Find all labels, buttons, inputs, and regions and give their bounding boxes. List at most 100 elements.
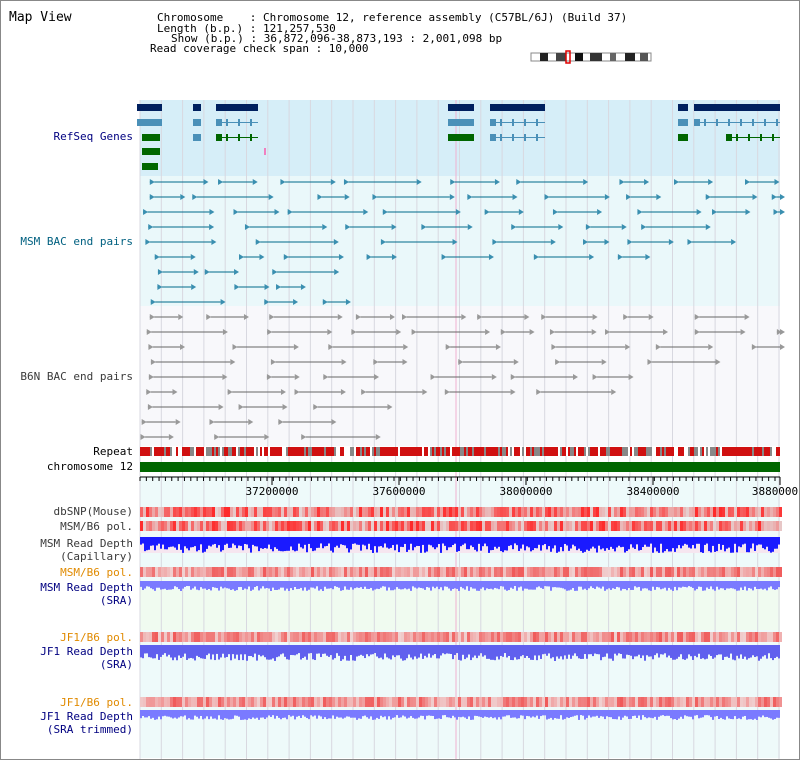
depth-bar <box>252 537 254 545</box>
polymorphism-heat <box>725 507 728 517</box>
depth-bar <box>762 537 764 549</box>
polymorphism-heat <box>314 521 317 531</box>
polymorphism-heat <box>449 521 452 531</box>
polymorphism-heat <box>485 632 488 642</box>
track-label-jf1-b6-pol-2[interactable]: JF1/B6 pol. <box>60 696 133 709</box>
track-label-dbsnp[interactable]: dbSNP(Mouse) <box>53 505 133 518</box>
depth-bar <box>700 537 702 553</box>
polymorphism-heat <box>197 507 200 517</box>
depth-bar <box>704 710 706 716</box>
polymorphism-heat <box>260 567 263 577</box>
polymorphism-heat <box>176 632 179 642</box>
depth-bar <box>532 645 534 660</box>
depth-bar <box>286 581 288 589</box>
depth-bar <box>228 645 230 655</box>
track-label-refseq[interactable]: RefSeq Genes <box>53 130 133 143</box>
depth-bar <box>532 710 534 717</box>
bac-end <box>293 299 299 305</box>
depth-bar <box>654 710 656 717</box>
depth-bar <box>636 581 638 588</box>
bac-end <box>244 224 250 230</box>
depth-bar <box>262 645 264 656</box>
depth-bar <box>476 710 478 716</box>
depth-bar <box>318 581 320 591</box>
depth-bar <box>302 645 304 659</box>
depth-bar <box>404 581 406 589</box>
polymorphism-heat <box>740 697 743 707</box>
depth-bar <box>152 710 154 718</box>
depth-bar <box>728 645 730 658</box>
depth-bar <box>156 537 158 546</box>
track-label-b6n-bac[interactable]: B6N BAC end pairs <box>20 370 133 383</box>
polymorphism-heat <box>611 632 614 642</box>
ideogram-band <box>540 53 548 61</box>
track-label-jf1-b6-pol-1[interactable]: JF1/B6 pol. <box>60 631 133 644</box>
depth-bar <box>530 537 532 552</box>
depth-bar <box>432 645 434 656</box>
track-label-chromosome[interactable]: chromosome 12 <box>46 460 133 473</box>
polymorphism-heat <box>569 697 572 707</box>
bac-end <box>317 194 323 200</box>
repeat-mark <box>608 447 610 456</box>
polymorphism-heat <box>581 632 584 642</box>
repeat-mark <box>720 447 722 456</box>
polymorphism-heat <box>542 632 545 642</box>
depth-bar <box>466 581 468 587</box>
depth-bar <box>176 645 178 661</box>
polymorphism-heat <box>626 521 629 531</box>
track-label-jf1-depth-sra[interactable]: JF1 Read Depth <box>40 645 133 658</box>
polymorphism-heat <box>155 697 158 707</box>
polymorphism-heat <box>605 697 608 707</box>
polymorphism-heat <box>308 507 311 517</box>
track-label-msm-depth-sra[interactable]: MSM Read Depth <box>40 581 133 594</box>
polymorphism-heat <box>422 521 425 531</box>
depth-bar <box>466 537 468 550</box>
track-label-msm-depth-capillary[interactable]: MSM Read Depth <box>40 537 133 550</box>
depth-bar <box>410 645 412 658</box>
depth-bar <box>518 645 520 660</box>
polymorphism-heat <box>287 567 290 577</box>
polymorphism-heat <box>329 567 332 577</box>
depth-bar <box>236 645 238 655</box>
repeat-mark <box>226 447 228 456</box>
bac-end <box>218 404 224 410</box>
depth-bar <box>550 537 552 552</box>
polymorphism-heat <box>398 632 401 642</box>
polymorphism-heat <box>194 567 197 577</box>
polymorphism-heat <box>593 521 596 531</box>
polymorphism-heat <box>500 507 503 517</box>
track-label-repeat[interactable]: Repeat <box>93 445 133 458</box>
polymorphism-heat <box>347 507 350 517</box>
depth-bar <box>366 710 368 718</box>
polymorphism-heat <box>701 567 704 577</box>
bac-end <box>206 314 212 320</box>
bac-end <box>150 299 156 305</box>
bac-end <box>338 254 344 260</box>
depth-bar <box>584 581 586 589</box>
polymorphism-heat <box>734 507 737 517</box>
track-label-msm-b6-pol-1[interactable]: MSM/B6 pol. <box>60 520 133 533</box>
polymorphism-heat <box>401 521 404 531</box>
track-label-msm-b6-pol-2[interactable]: MSM/B6 pol. <box>60 566 133 579</box>
polymorphism-heat <box>620 521 623 531</box>
track-label-msm-bac[interactable]: MSM BAC end pairs <box>20 235 133 248</box>
polymorphism-heat <box>146 521 149 531</box>
depth-bar <box>290 645 292 656</box>
polymorphism-heat <box>752 632 755 642</box>
depth-bar <box>214 581 216 588</box>
bac-end <box>391 224 397 230</box>
depth-bar <box>540 645 542 659</box>
depth-bar <box>444 710 446 716</box>
polymorphism-heat <box>632 507 635 517</box>
depth-bar <box>358 581 360 588</box>
depth-bar <box>396 581 398 588</box>
polymorphism-heat <box>770 697 773 707</box>
depth-bar <box>256 710 258 718</box>
polymorphism-heat <box>302 521 305 531</box>
polymorphism-heat <box>488 632 491 642</box>
gene-feature <box>678 134 688 141</box>
track-label-jf1-depth-trimmed[interactable]: JF1 Read Depth <box>40 710 133 723</box>
bac-end <box>491 374 497 380</box>
repeat-mark <box>248 447 250 456</box>
